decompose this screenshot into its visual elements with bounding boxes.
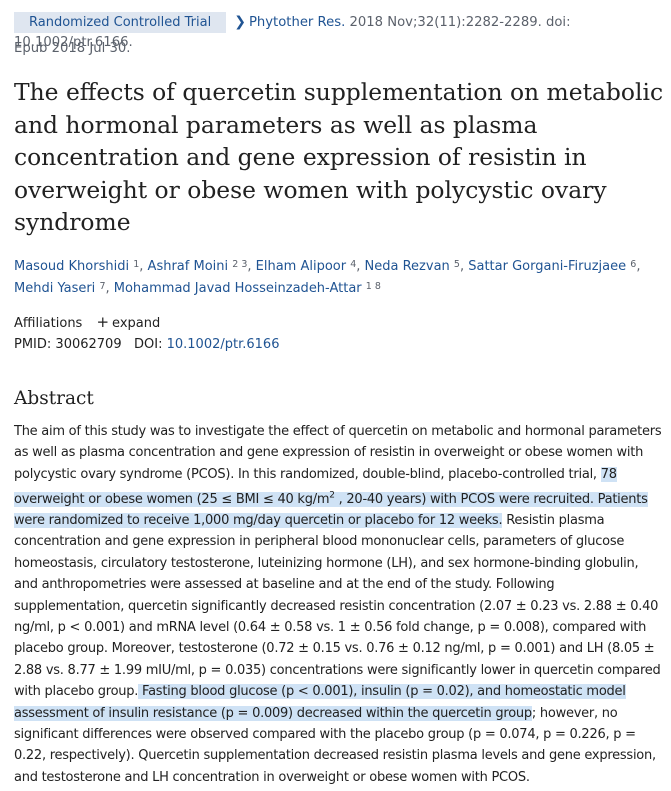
author-link[interactable]: Masoud Khorshidi 1 — [14, 259, 140, 274]
pmid-value: 30062709 — [55, 337, 122, 352]
citation-details: 2018 Nov;32(11):2282-2289. doi: 10.1002/… — [14, 15, 571, 50]
doi-link[interactable]: 10.1002/ptr.6166 — [166, 337, 280, 352]
abstract-text: The aim of this study was to investigate… — [14, 424, 662, 785]
author-link[interactable]: Sattar Gorgani-Firuzjaee 6 — [468, 259, 637, 274]
publication-type-badge: Randomized Controlled Trial — [14, 12, 227, 33]
identifiers-row: PMID: 30062709 DOI: 10.1002/ptr.6166 — [14, 335, 279, 355]
plus-icon: + — [96, 313, 110, 331]
author-link[interactable]: Mohammad Javad Hosseinzadeh-Attar 1 8 — [113, 281, 381, 296]
author-link[interactable]: Ashraf Moini 2 3 — [147, 259, 248, 274]
journal-link[interactable]: Phytother Res. — [248, 15, 346, 30]
author-list: Masoud Khorshidi 1, Ashraf Moini 2 3, El… — [14, 259, 641, 296]
author-link[interactable]: Elham Alipoor 4 — [255, 259, 357, 274]
author-link[interactable]: Mehdi Yaseri 7 — [14, 281, 106, 296]
expand-affiliations-button[interactable]: + expand — [96, 313, 161, 331]
epub-date: Epub 2018 Jul 30. — [14, 41, 131, 56]
author-link[interactable]: Neda Rezvan 5 — [364, 259, 460, 274]
pmid-label: PMID: — [14, 337, 52, 352]
article-title: The effects of quercetin supplementation… — [14, 78, 664, 236]
abstract-heading: Abstract — [14, 388, 94, 409]
chevron-right-icon[interactable]: ❯ — [234, 14, 246, 30]
affiliations-label: Affiliations — [14, 316, 83, 331]
doi-label: DOI: — [134, 337, 163, 352]
affiliations-row: Affiliations + expand — [14, 312, 160, 334]
citation-line: Randomized Controlled Trial ❯ Phytother Re… — [14, 12, 664, 53]
